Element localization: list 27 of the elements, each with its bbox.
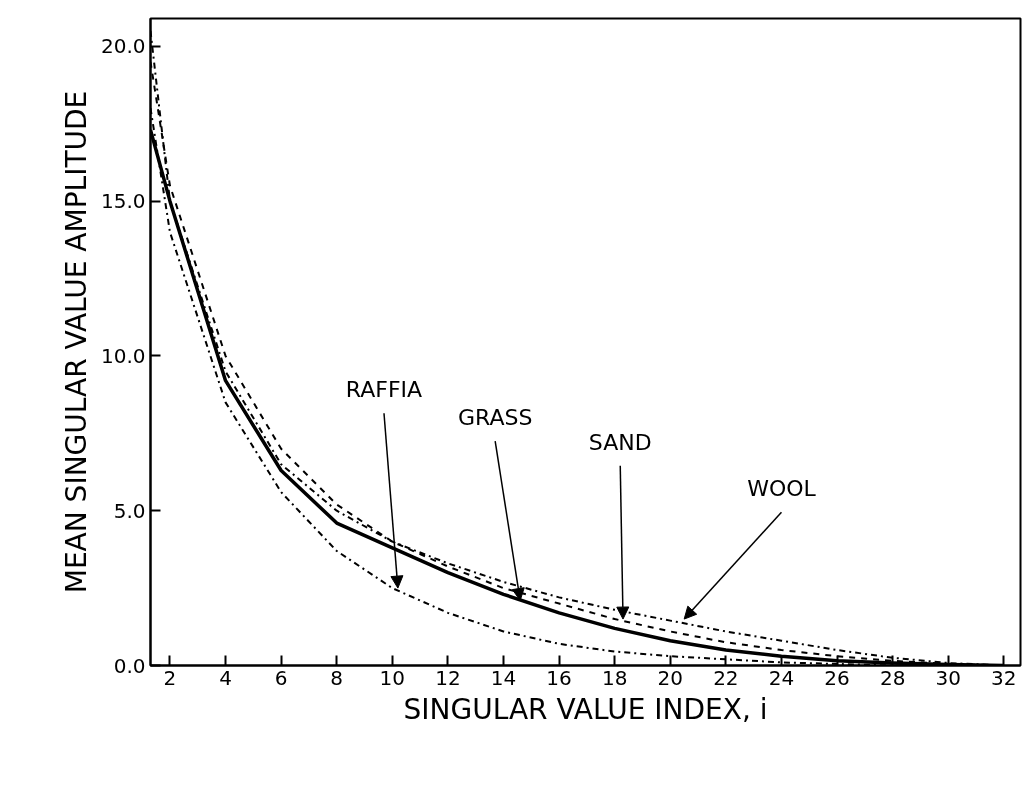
x-tick-label: 16	[546, 665, 572, 690]
annotation: RAFFIA	[345, 377, 423, 403]
x-tick-label: 24	[768, 665, 795, 690]
x-tick-label: 4	[219, 665, 232, 690]
y-tick-label: 15.0	[100, 189, 146, 214]
y-tick-label: 10.0	[100, 343, 146, 368]
x-tick-label: 32	[991, 665, 1017, 690]
annotation: SAND	[588, 429, 652, 455]
x-tick-label: 26	[824, 665, 850, 690]
x-tick-label: 18	[601, 665, 628, 690]
y-axis-title: MEAN SINGULAR VALUE AMPLITUDE	[59, 90, 93, 594]
y-tick-label: 0.0	[113, 653, 146, 678]
x-tick-label: 10	[379, 665, 406, 690]
x-axis-title: SINGULAR VALUE INDEX, i	[403, 692, 768, 726]
annotation: GRASS	[457, 405, 533, 431]
x-tick-label: 14	[490, 665, 517, 690]
x-tick-label: 6	[274, 665, 288, 690]
x-tick-label: 30	[935, 665, 961, 690]
x-tick-label: 22	[713, 665, 739, 690]
x-tick-label: 2	[163, 665, 177, 690]
x-tick-label: 8	[330, 665, 344, 690]
y-tick-label: 5.0	[113, 498, 146, 523]
x-tick-label: 28	[879, 665, 906, 690]
x-tick-label: 12	[435, 665, 461, 690]
annotation: WOOL	[747, 476, 817, 502]
x-tick-label: 20	[657, 665, 683, 690]
y-tick-label: 20.0	[100, 34, 146, 59]
